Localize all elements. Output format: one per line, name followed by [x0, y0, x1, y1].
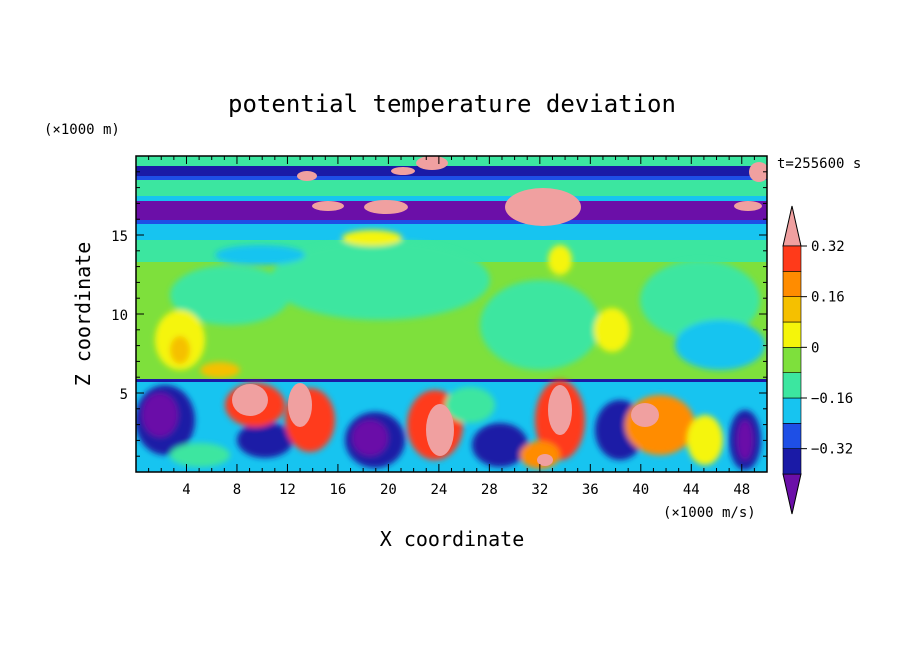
- green-patch: [170, 265, 290, 325]
- colorbar-swatch: [782, 397, 802, 424]
- green-eddy: [445, 387, 495, 423]
- yellow-patch: [594, 308, 630, 352]
- green-eddy: [170, 443, 230, 467]
- x-tick-label: 24: [430, 482, 447, 498]
- colorbar-label: −0.32: [811, 442, 853, 458]
- x-tick-label: 12: [279, 482, 296, 498]
- x-tick-label: 28: [481, 482, 498, 498]
- orange-eddy: [625, 395, 695, 455]
- purple-eddy: [237, 422, 293, 458]
- colorbar-swatch: [782, 372, 802, 399]
- pink-patch-upper: [749, 162, 767, 182]
- x-tick-label: 48: [733, 482, 750, 498]
- yellow-patch: [342, 230, 402, 246]
- y-axis-title: Z coordinate: [71, 242, 95, 387]
- colorbar-swatch: [782, 321, 802, 348]
- colorbar-label: 0.32: [811, 239, 845, 255]
- x-tick-label: 20: [380, 482, 397, 498]
- colorbar-extend-max: [782, 205, 802, 247]
- band-cyan: [136, 224, 767, 240]
- band-teal: [136, 180, 767, 196]
- colorbar-swatch: [782, 296, 802, 323]
- colorbar-swatch: [782, 347, 802, 373]
- pink-patch-upper: [505, 188, 581, 226]
- yellow-patch: [548, 245, 572, 275]
- band-light-blue: [136, 196, 767, 201]
- pink-patch-upper: [391, 167, 415, 175]
- top-green-strip: [136, 156, 767, 166]
- y-tick-label: 5: [120, 387, 128, 403]
- pink-patch-upper: [416, 156, 448, 170]
- colorbar: 0.32 0.16 0 −0.16 −0.32: [782, 205, 853, 515]
- pink-eddy: [426, 404, 454, 456]
- boundary-layer-top-line: [136, 379, 767, 382]
- x-tick-label: 40: [632, 482, 649, 498]
- cyan-patch: [215, 245, 305, 265]
- green-patch: [480, 280, 600, 370]
- purple-eddy: [142, 393, 178, 437]
- orange-patch: [200, 362, 240, 378]
- colorbar-swatch: [782, 245, 802, 272]
- x-axis: 4 8 12 16 20 24 28 32 36 40 44 48: [148, 156, 755, 498]
- x-axis-title: X coordinate: [380, 527, 525, 551]
- time-label: t=255600 s: [777, 156, 861, 172]
- purple-eddy: [472, 423, 528, 467]
- y-axis: 5 10 15: [111, 171, 767, 457]
- cyan-patch: [675, 320, 765, 370]
- band-purple: [136, 201, 767, 220]
- x-tick-label: 36: [582, 482, 599, 498]
- colorbar-swatch: [782, 271, 802, 297]
- colorbar-label: 0.16: [811, 290, 845, 306]
- pink-eddy: [288, 383, 312, 427]
- y-unit-label: (×1000 m): [44, 122, 120, 138]
- x-tick-label: 16: [329, 482, 346, 498]
- pink-patch-upper: [297, 171, 317, 181]
- colorbar-label: 0: [811, 340, 819, 356]
- chart-title: potential temperature deviation: [228, 90, 676, 118]
- x-unit-label: (×1000 m/s): [663, 505, 756, 521]
- x-tick-label: 44: [683, 482, 700, 498]
- purple-eddy: [352, 420, 388, 456]
- y-tick-label: 15: [111, 229, 128, 245]
- band-dark-blue: [136, 166, 767, 176]
- pink-eddy: [548, 385, 572, 435]
- pink-patch-upper: [312, 201, 344, 211]
- pink-patch-upper: [364, 200, 408, 214]
- band-blue-lower: [136, 220, 767, 224]
- colorbar-swatch: [782, 423, 802, 449]
- orange-patch: [170, 336, 190, 364]
- x-tick-label: 32: [531, 482, 548, 498]
- y-tick-label: 10: [111, 308, 128, 324]
- band-blue-edge: [136, 176, 767, 180]
- colorbar-extend-min: [782, 473, 802, 515]
- purple-eddy: [737, 420, 753, 460]
- pink-eddy: [232, 384, 268, 416]
- pink-patch-upper: [734, 201, 762, 211]
- heatmap-field: [136, 156, 767, 472]
- pink-eddy: [537, 454, 553, 466]
- yellow-eddy: [687, 415, 723, 465]
- colorbar-label: −0.16: [811, 391, 853, 407]
- x-tick-label: 4: [182, 482, 190, 498]
- x-tick-label: 8: [233, 482, 241, 498]
- green-patch: [270, 240, 490, 320]
- green-patch: [640, 260, 760, 340]
- pink-eddy: [631, 403, 659, 427]
- colorbar-swatch: [782, 448, 802, 475]
